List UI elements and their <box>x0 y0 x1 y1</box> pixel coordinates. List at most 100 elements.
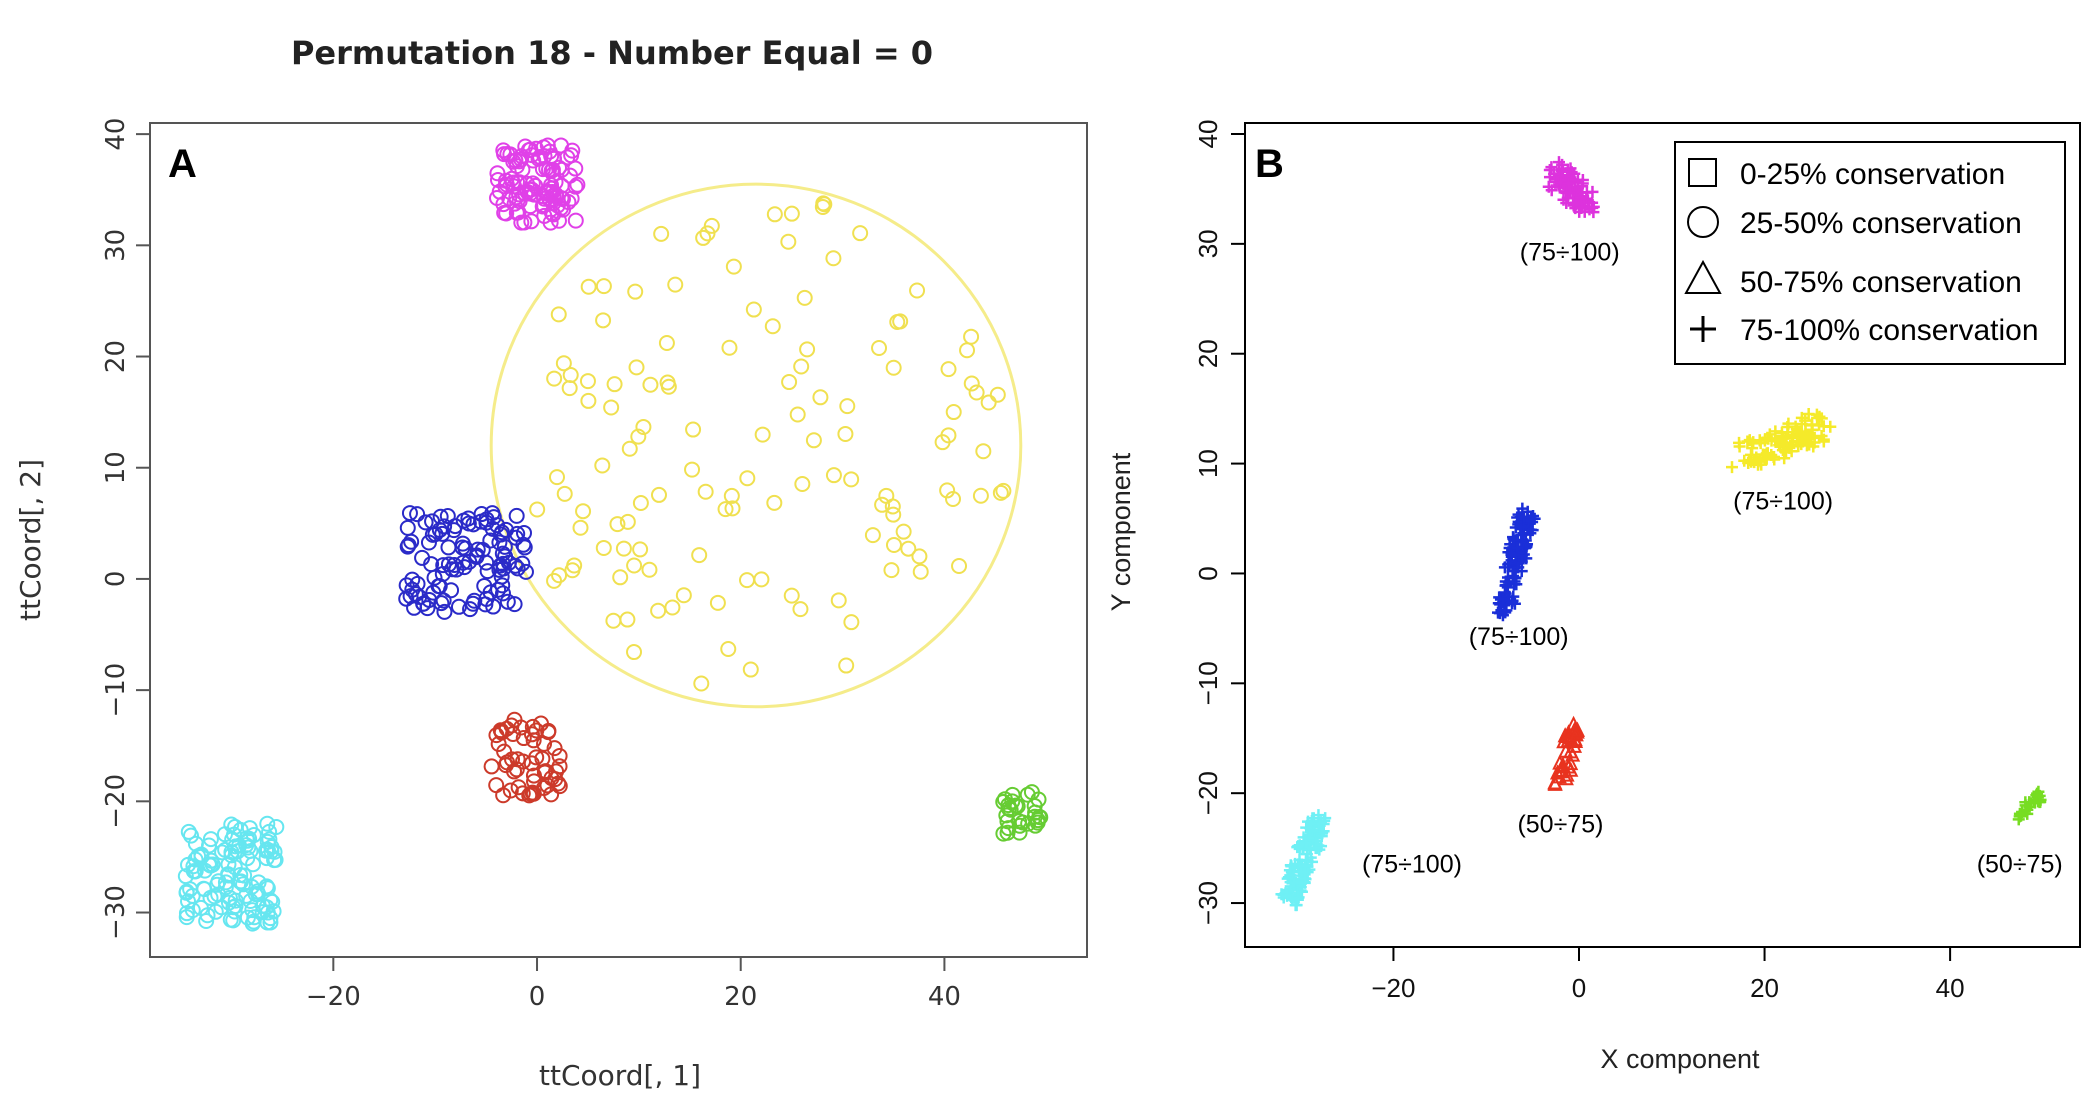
data-point <box>562 367 579 384</box>
data-point <box>485 598 502 615</box>
cluster-label: (75÷100) <box>1362 850 1462 878</box>
data-point <box>1026 798 1043 815</box>
y-tick-label: 10 <box>101 451 131 484</box>
data-point <box>546 370 563 387</box>
data-point <box>435 592 452 609</box>
panel-b-plot-frame <box>1244 122 2081 948</box>
cluster-label: (75÷100) <box>1520 238 1620 266</box>
data-point <box>400 537 417 554</box>
data-point <box>580 392 597 409</box>
data-point <box>630 428 647 445</box>
data-point <box>1575 202 1588 215</box>
data-point <box>567 160 584 177</box>
data-point <box>483 758 500 775</box>
data-point <box>232 821 249 838</box>
data-point <box>1824 420 1837 433</box>
data-point <box>635 418 652 435</box>
data-point <box>595 278 612 295</box>
data-point <box>1315 827 1328 840</box>
cluster-outline-circle <box>489 182 1023 709</box>
data-point <box>892 313 909 330</box>
legend-plus-icon <box>1690 316 1716 342</box>
data-point <box>506 195 523 212</box>
data-point <box>225 912 242 929</box>
data-point <box>217 874 234 891</box>
y-tick-label: 30 <box>101 229 131 262</box>
data-point <box>1726 461 1738 474</box>
data-point <box>488 777 505 794</box>
data-point <box>1758 434 1771 447</box>
data-point <box>454 539 471 556</box>
panel-a-x-axis-label: ttCoord[, 1] <box>539 1059 701 1092</box>
data-point <box>1309 841 1322 854</box>
data-point <box>226 903 243 920</box>
data-point <box>1758 453 1771 466</box>
data-point <box>1503 557 1516 570</box>
data-point <box>830 592 847 609</box>
data-point <box>479 563 496 580</box>
data-point <box>259 815 276 832</box>
legend-box <box>1674 141 2066 365</box>
data-point <box>494 545 511 562</box>
data-point <box>498 205 515 222</box>
data-point <box>409 506 426 523</box>
data-point <box>717 501 734 518</box>
data-point <box>245 827 262 844</box>
data-point <box>783 587 800 604</box>
data-point <box>1750 451 1763 464</box>
legend-label: 0-25% conservation <box>1740 158 2005 191</box>
y-tick-label: 40 <box>101 118 131 151</box>
x-tick-label: −20 <box>306 982 361 1012</box>
x-tick-label: 0 <box>529 982 546 1012</box>
data-point <box>522 185 539 202</box>
data-point <box>658 335 675 352</box>
data-point <box>404 581 421 598</box>
data-point <box>745 301 762 318</box>
data-point <box>436 603 453 620</box>
data-point <box>539 777 556 794</box>
data-point <box>1778 452 1791 465</box>
data-point <box>466 592 483 609</box>
panel-a-axes: −20 0 20 40 −30 −20 −10 0 10 20 30 40 <box>101 118 961 1012</box>
data-point <box>1555 164 1568 177</box>
panel-a-title: Permutation 18 - Number Equal = 0 <box>291 34 933 72</box>
data-point <box>1517 520 1530 533</box>
y-tick-label: 30 <box>1193 229 1223 258</box>
x-tick-label: 40 <box>928 982 961 1012</box>
data-point <box>651 486 668 503</box>
data-point <box>572 519 589 536</box>
data-point <box>510 779 527 796</box>
data-point <box>1492 606 1505 619</box>
data-point <box>235 876 252 893</box>
data-point <box>691 547 708 564</box>
data-point <box>1286 893 1299 906</box>
data-point <box>1806 423 1819 436</box>
data-point <box>575 503 592 520</box>
data-point <box>1574 191 1587 204</box>
data-point <box>496 538 513 555</box>
data-point <box>766 206 783 223</box>
data-point <box>550 306 567 323</box>
data-point <box>695 229 712 246</box>
data-point <box>1505 548 1518 561</box>
data-point <box>254 897 271 914</box>
data-point <box>642 376 659 393</box>
data-point <box>838 657 855 674</box>
data-point <box>514 555 531 572</box>
data-point <box>238 887 255 904</box>
data-point <box>1808 431 1821 444</box>
data-point <box>239 850 256 867</box>
data-point <box>1295 866 1308 879</box>
data-point <box>1000 820 1017 837</box>
data-point <box>536 190 553 207</box>
data-point <box>220 894 237 911</box>
data-point <box>606 376 623 393</box>
data-point <box>1512 561 1525 574</box>
data-point <box>864 527 881 544</box>
data-point <box>1312 839 1325 852</box>
data-point <box>495 555 512 572</box>
data-point <box>874 496 891 513</box>
data-point <box>545 166 562 183</box>
data-point <box>764 318 781 335</box>
data-point <box>895 523 912 540</box>
